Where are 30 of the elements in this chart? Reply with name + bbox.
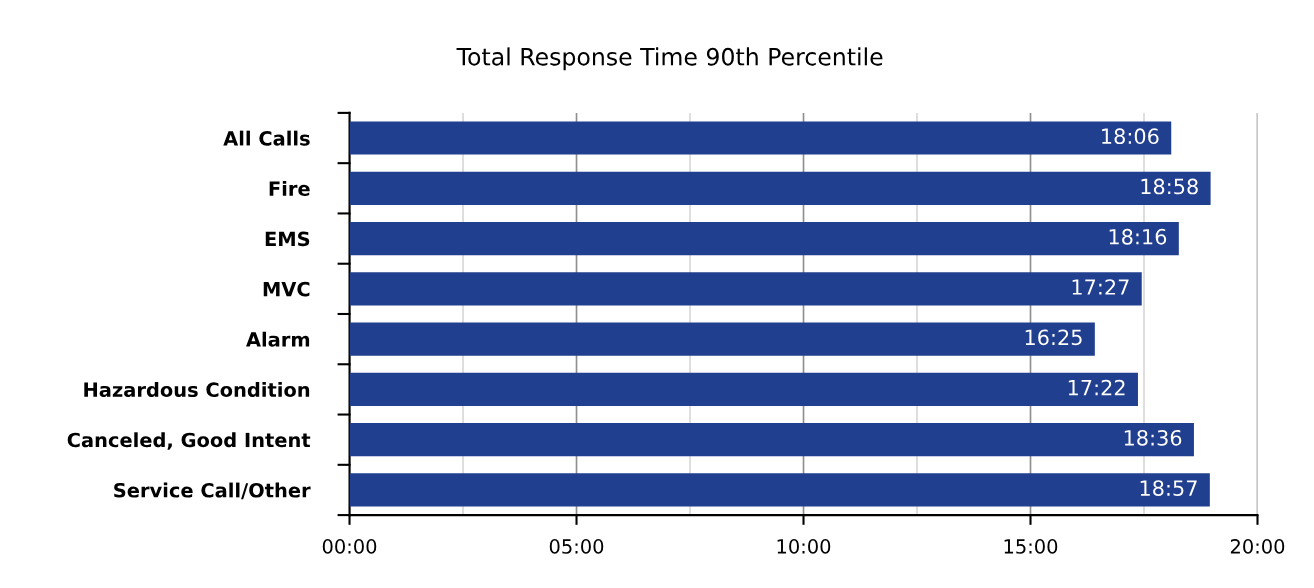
data-label: 17:22: [1068, 379, 1125, 396]
data-label: 17:27: [1072, 279, 1129, 295]
y-tick-label: EMS: [265, 231, 310, 247]
data-label: 18:58: [1141, 178, 1198, 195]
data-label: 16:25: [1025, 329, 1082, 346]
chart-title: Total Response Time 90th Percentile: [456, 47, 883, 71]
bar: [349, 322, 1095, 356]
bar: [349, 372, 1138, 406]
bar: [349, 473, 1210, 507]
x-tick-label: 10:00: [777, 539, 831, 554]
y-tick-label: Fire: [269, 180, 310, 196]
y-tick-label: Alarm: [246, 331, 310, 347]
data-label: 18:36: [1124, 429, 1182, 446]
bar: [349, 121, 1172, 155]
x-tick-label: 05:00: [549, 539, 604, 554]
y-tick-label: Canceled, Good Intent: [67, 432, 311, 450]
bar: [349, 171, 1211, 205]
data-label: 18:06: [1102, 128, 1159, 145]
data-label: 18:57: [1140, 480, 1197, 496]
x-tick-label: 00:00: [322, 539, 377, 554]
y-tick-label: All Calls: [223, 130, 310, 146]
data-label: 18:16: [1109, 228, 1167, 245]
x-tick-label: 20:00: [1230, 539, 1285, 554]
x-tick-label: 15:00: [1004, 539, 1058, 554]
bar: [349, 272, 1142, 306]
bar: [349, 221, 1179, 256]
bar: [349, 423, 1194, 457]
y-tick-label: Hazardous Condition: [84, 382, 310, 398]
y-tick-label: Service Call/Other: [114, 482, 311, 500]
y-tick-label: MVC: [263, 281, 310, 297]
